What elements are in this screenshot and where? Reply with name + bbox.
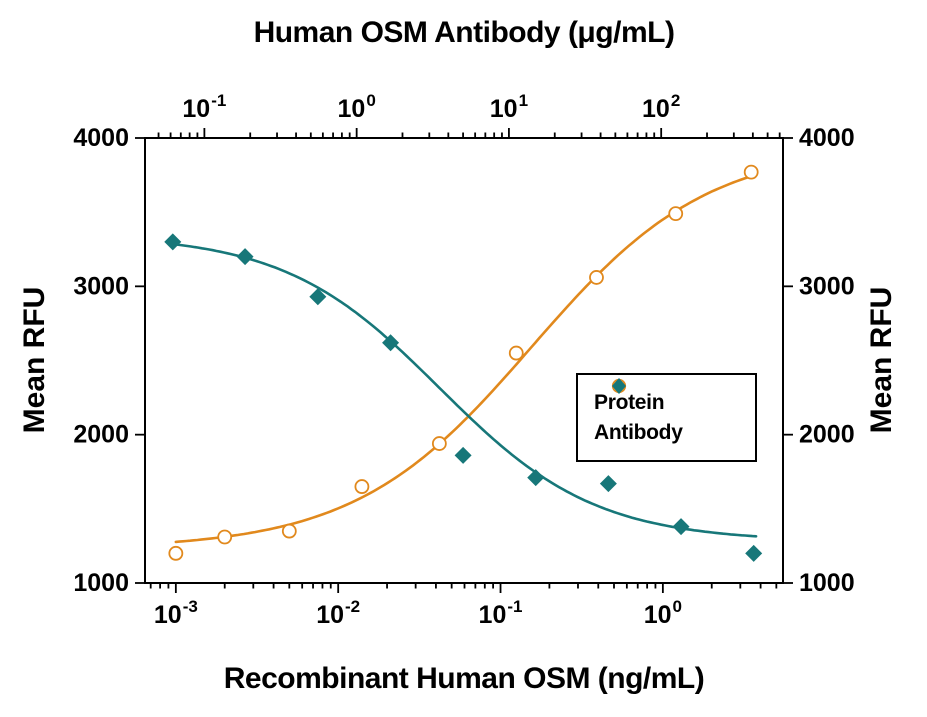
antibody-data-point <box>527 469 545 487</box>
protein-data-point <box>668 206 684 222</box>
top-tick-label: 100 <box>338 91 376 123</box>
bottom-tick-label: 10-3 <box>154 597 198 629</box>
protein-curve <box>174 174 753 544</box>
legend-label-protein: Protein <box>594 390 665 414</box>
legend-item-antibody: Antibody <box>578 378 755 445</box>
antibody-data-point <box>309 288 327 306</box>
antibody-data-point <box>454 446 472 464</box>
protein-points <box>168 164 759 561</box>
legend-label-antibody: Antibody <box>594 420 683 444</box>
bottom-axis-title: Recombinant Human OSM (ng/mL) <box>223 662 705 695</box>
protein-data-point <box>281 523 297 539</box>
antibody-data-point <box>672 518 690 536</box>
antibody-data-point <box>382 334 400 352</box>
antibody-data-point <box>164 233 182 251</box>
protein-data-point <box>354 479 370 494</box>
protein-data-point <box>743 164 759 180</box>
bottom-tick-label: 100 <box>644 597 682 629</box>
y-axis-ticks: 1000 1000 2000 2000 3000 3000 4000 4000 <box>73 124 854 597</box>
protein-data-point <box>589 270 604 285</box>
right-y-tick-label: 3000 <box>799 272 855 300</box>
antibody-data-point <box>236 248 254 266</box>
legend-item-protein: Protein <box>578 378 755 415</box>
bottom-axis-ticks: 10-3 10-2 10-1 100 <box>149 583 778 629</box>
bottom-tick-label: 10-1 <box>479 597 523 629</box>
right-y-tick-label: 2000 <box>799 421 855 449</box>
top-tick-label: 10-1 <box>182 91 226 123</box>
top-axis-ticks: 10-1 100 101 102 <box>157 91 781 138</box>
protein-data-point <box>168 545 184 561</box>
protein-data-point <box>431 436 447 451</box>
protein-data-point <box>508 345 524 361</box>
left-y-tick-label: 4000 <box>73 124 129 152</box>
protein-data-point <box>217 529 233 545</box>
top-tick-label: 101 <box>490 91 528 123</box>
right-y-tick-label: 4000 <box>799 124 855 152</box>
legend: Protein Antibody <box>576 373 757 462</box>
top-tick-label: 102 <box>642 91 680 123</box>
bottom-tick-label: 10-2 <box>316 597 360 629</box>
left-y-tick-label: 3000 <box>73 272 129 300</box>
top-axis-title: Human OSM Antibody (μg/mL) <box>253 16 675 49</box>
antibody-curve <box>171 242 758 538</box>
right-y-tick-label: 1000 <box>799 569 855 597</box>
antibody-points <box>164 233 763 562</box>
left-y-tick-label: 1000 <box>73 569 129 597</box>
antibody-data-point <box>599 475 617 493</box>
antibody-filled-diamond-icon <box>612 378 626 394</box>
left-y-tick-label: 2000 <box>73 421 129 449</box>
antibody-data-point <box>745 544 763 562</box>
